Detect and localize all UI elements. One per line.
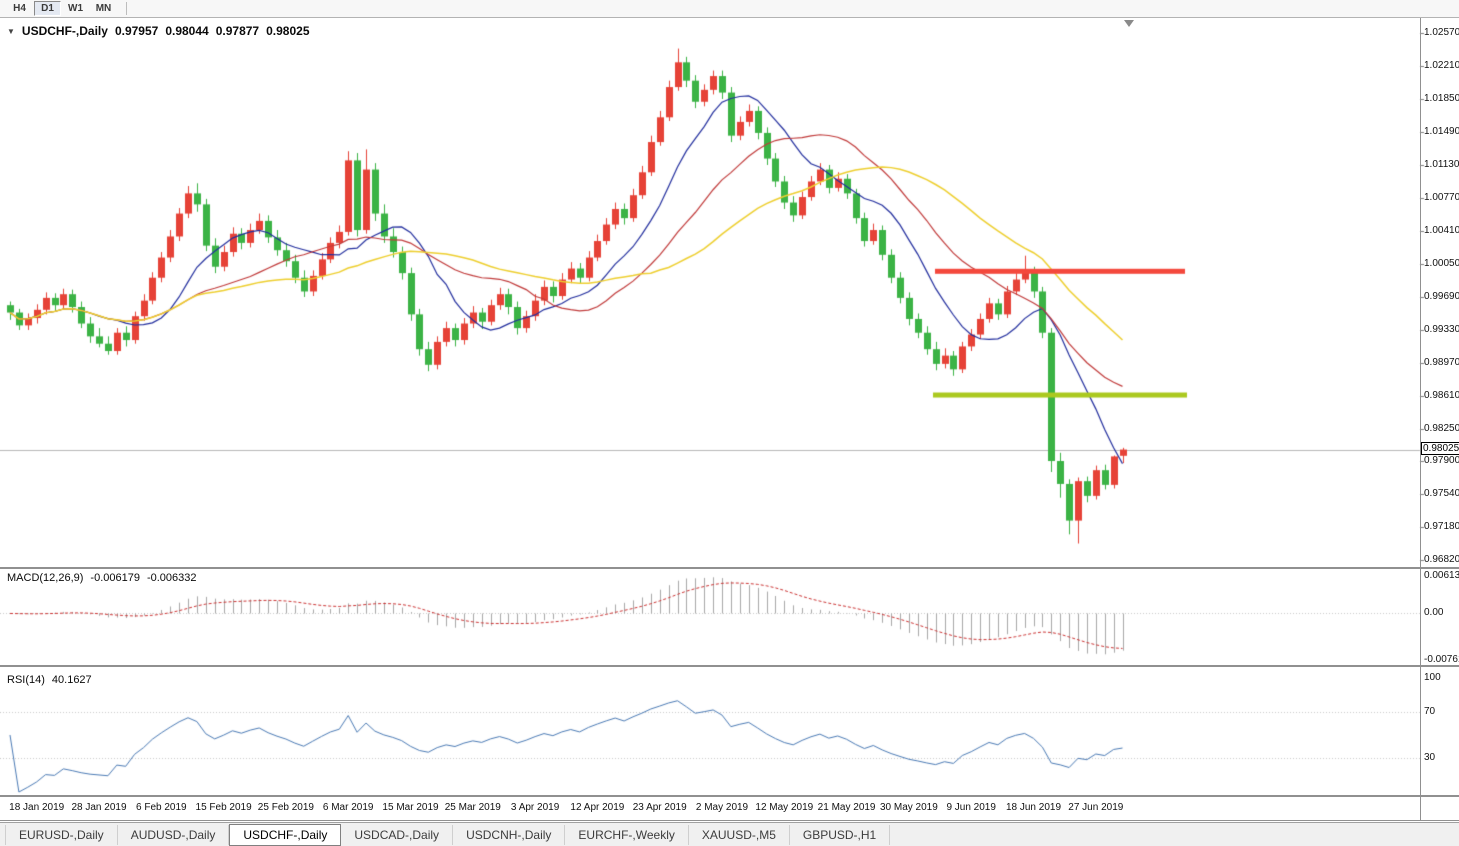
date-label: 25 Mar 2019: [444, 802, 501, 813]
price-scale-label: 1.01490: [1424, 125, 1459, 137]
chart-high-value: 0.98044: [165, 24, 209, 38]
chart-tab-usdcnh-daily[interactable]: USDCNH-,Daily: [453, 824, 566, 845]
chart-open-value: 0.97957: [114, 24, 159, 38]
panel-splitter-macd[interactable]: [0, 567, 1459, 569]
chart-tab-eurchf-weekly[interactable]: EURCHF-,Weekly: [565, 824, 689, 845]
price-scale-label: 0.96820: [1424, 554, 1459, 565]
price-scale-label: 1.02570: [1424, 27, 1459, 38]
rsi-scale-label: 30: [1424, 751, 1436, 763]
date-label: 28 Jan 2019: [71, 802, 127, 813]
rsi-name: RSI(14): [7, 674, 45, 686]
chart-tab-usdcad-daily[interactable]: USDCAD-,Daily: [341, 824, 454, 845]
timeframe-button-w1[interactable]: W1: [68, 3, 83, 14]
toolbar-separator: [126, 2, 127, 15]
time-axis[interactable]: 18 Jan 2019 28 Jan 2019 6 Feb 2019 15 Feb 2…: [0, 798, 1421, 820]
chart-tab-audusd-daily[interactable]: AUDUSD-,Daily: [118, 824, 230, 845]
date-label: 9 Jun 2019: [946, 802, 996, 813]
rsi-scale-label: 100: [1424, 672, 1441, 683]
macd-name: MACD(12,26,9): [7, 572, 84, 584]
chart-title-bar: ▼ USDCHF-,Daily 0.97957 0.98044 0.97877 …: [7, 24, 310, 38]
macd-signal-value: -0.006332: [146, 572, 197, 584]
rsi-value: 40.1627: [51, 674, 92, 686]
panel-splitter-rsi[interactable]: [0, 665, 1459, 667]
chart-tab-usdchf-daily[interactable]: USDCHF-,Daily: [229, 823, 342, 846]
price-scale-label: 0.97180: [1424, 521, 1459, 532]
date-label: 6 Feb 2019: [135, 802, 187, 813]
chart-tabs-bar: EURUSD-,Daily AUDUSD-,Daily USDCHF-,Daily U…: [0, 822, 1459, 846]
date-label: 18 Jan 2019: [9, 802, 65, 813]
price-scale-label: 1.00050: [1424, 257, 1459, 269]
date-label: 21 May 2019: [817, 802, 876, 813]
macd-main-value: -0.006179: [90, 572, 140, 584]
date-label: 25 Feb 2019: [257, 802, 314, 813]
chart-close-value: 0.98025: [266, 24, 310, 38]
time-axis-border: [0, 820, 1459, 821]
price-axis[interactable]: 0.98025 1.02570 1.02210 1.01850 1.01490 1.01…: [1421, 18, 1459, 820]
date-label: 27 Jun 2019: [1068, 802, 1124, 813]
macd-scale-label: 0.00: [1424, 607, 1444, 619]
rsi-indicator-label: RSI(14) 40.1627: [7, 674, 92, 686]
panel-splitter-time[interactable]: [0, 795, 1459, 797]
chart-tab-eurusd-daily[interactable]: EURUSD-,Daily: [5, 824, 118, 845]
macd-indicator-label: MACD(12,26,9) -0.006179 -0.006332: [7, 572, 197, 584]
timeframe-button-h4[interactable]: H4: [13, 3, 26, 14]
date-label: 3 Apr 2019: [510, 802, 560, 813]
timeframe-button-mn[interactable]: MN: [95, 3, 112, 14]
price-scale-label: 1.01850: [1424, 92, 1459, 104]
price-axis-border: [1420, 18, 1421, 821]
price-scale-label: 0.99690: [1424, 290, 1459, 302]
price-scale-label: 1.00770: [1424, 191, 1459, 203]
price-scale-label: 1.01130: [1424, 158, 1459, 170]
price-scale-label: 1.00410: [1424, 224, 1459, 236]
date-label: 12 Apr 2019: [570, 802, 625, 813]
date-label: 23 Apr 2019: [632, 802, 687, 813]
price-scale-label: 1.02210: [1424, 59, 1459, 71]
date-label: 15 Feb 2019: [195, 802, 252, 813]
date-label: 2 May 2019: [695, 802, 749, 813]
date-label: 12 May 2019: [755, 802, 814, 813]
timeframe-toolbar: H4 D1 W1 MN: [0, 0, 1459, 18]
chart-symbol-label: USDCHF-,Daily: [21, 24, 108, 38]
price-scale-label: 0.98970: [1424, 356, 1459, 368]
current-price-tag: 0.98025: [1421, 441, 1459, 455]
date-label: 18 Jun 2019: [1005, 802, 1062, 813]
price-scale-label: 0.98250: [1424, 422, 1459, 434]
date-label: 6 Mar 2019: [322, 802, 374, 813]
chart-shift-marker[interactable]: [1124, 20, 1134, 27]
chart-tab-xauusd-m5[interactable]: XAUUSD-,M5: [689, 824, 790, 845]
price-scale-label: 0.97540: [1424, 488, 1459, 499]
chart-dropdown-icon[interactable]: ▼: [7, 26, 15, 36]
chart-low-value: 0.97877: [215, 24, 260, 38]
rsi-scale-label: 70: [1424, 706, 1436, 718]
date-label: 15 Mar 2019: [382, 802, 439, 813]
date-label: 30 May 2019: [879, 802, 938, 813]
timeframe-buttons-group: H4 D1 W1 MN: [6, 1, 118, 16]
chart-tab-gbpusd-h1[interactable]: GBPUSD-,H1: [790, 824, 891, 845]
price-scale-label: 0.98610: [1424, 389, 1459, 401]
timeframe-button-d1[interactable]: D1: [34, 1, 61, 16]
price-scale-label: 0.99330: [1424, 323, 1459, 335]
price-scale-label: 0.97900: [1424, 455, 1459, 467]
macd-scale-label: 0.00613: [1424, 570, 1459, 581]
